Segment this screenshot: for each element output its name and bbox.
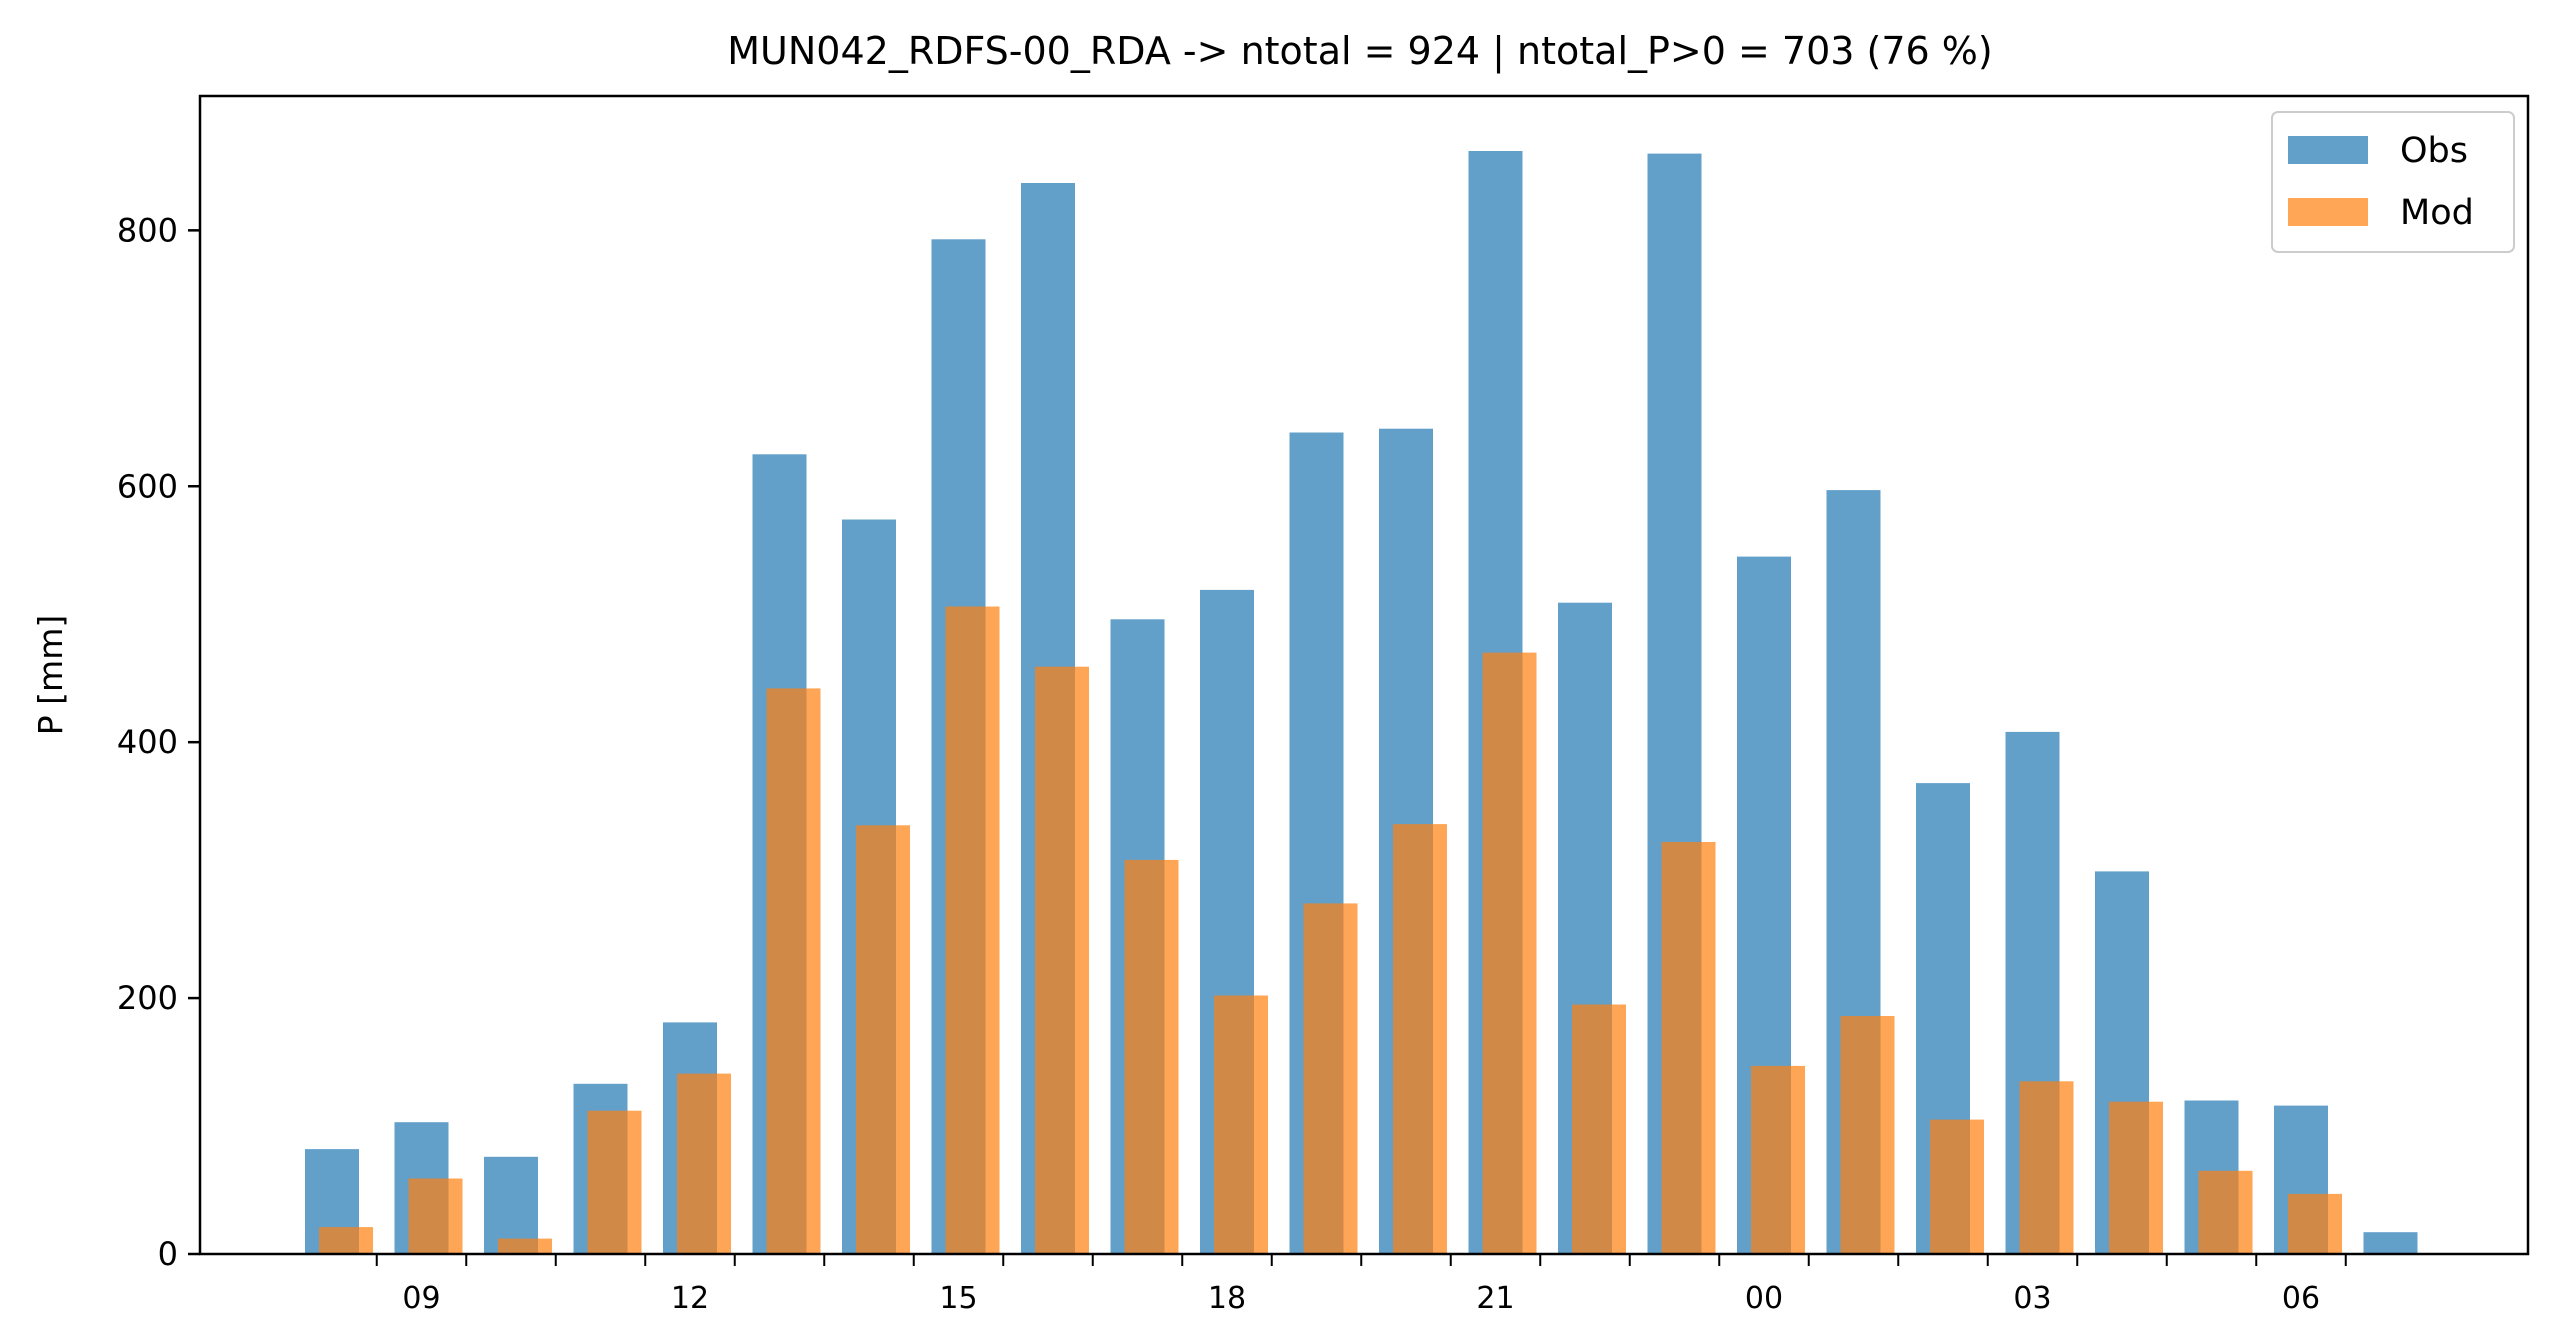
mod-bar: [1124, 859, 1179, 1254]
y-tick-label: 200: [117, 979, 178, 1017]
mod-bar: [1751, 1065, 1805, 1254]
mod-bar: [1482, 652, 1537, 1254]
plot-area-frame: [198, 94, 2530, 1256]
y-axis-label: P [mm]: [31, 615, 70, 735]
mod-bar: [587, 1110, 642, 1254]
obs-bar: [2363, 1232, 2418, 1254]
mod-bar: [1035, 666, 1089, 1254]
obs-series: [305, 151, 2418, 1255]
legend-frame: [2271, 111, 2515, 253]
x-tick-label: 06: [2282, 1281, 2320, 1316]
x-tick-label: 12: [671, 1281, 709, 1316]
y-tick-label: 600: [117, 467, 178, 505]
mod-bar: [2288, 1193, 2342, 1254]
y-axis: 0 200 400 600 800: [117, 211, 200, 1273]
x-tick-label: 03: [2013, 1281, 2051, 1316]
x-tick-label: 18: [1208, 1281, 1246, 1316]
y-tick-label: 400: [117, 723, 178, 761]
mod-bar: [1930, 1119, 1984, 1254]
mod-bar: [677, 1073, 731, 1254]
mod-bar: [2109, 1101, 2163, 1254]
x-tick-label: 21: [1476, 1281, 1514, 1316]
obs-bar: [484, 1156, 538, 1254]
mod-bar: [856, 825, 910, 1254]
mod-bar: [1303, 903, 1358, 1254]
mod-bar: [498, 1238, 552, 1254]
mod-bar: [2198, 1170, 2253, 1254]
mod-bar: [319, 1227, 373, 1254]
mod-bar: [1572, 1004, 1626, 1254]
y-tick-label: 800: [117, 211, 178, 249]
mod-bar: [2019, 1081, 2074, 1254]
legend-swatch: [2288, 136, 2368, 164]
legend-swatch: [2288, 198, 2368, 226]
y-tick-label: 0: [158, 1235, 178, 1273]
legend: Obs Mod: [2271, 111, 2515, 253]
chart-title: MUN042_RDFS-00_RDA -> ntotal = 924 | nto…: [727, 29, 1992, 74]
mod-bar: [766, 688, 821, 1254]
mod-bar: [1661, 842, 1716, 1254]
mod-bar: [1393, 824, 1447, 1254]
x-axis: 09 12 15 18 21 00 03 06: [375, 1254, 2347, 1316]
mod-bar: [408, 1178, 463, 1254]
x-tick-label: 09: [402, 1281, 440, 1316]
x-tick-label: 15: [939, 1281, 977, 1316]
mod-bar: [1840, 1016, 1895, 1254]
mod-series: [319, 606, 2342, 1254]
legend-label: Obs: [2400, 131, 2468, 171]
mod-bar: [1214, 995, 1268, 1254]
mod-bar: [945, 606, 1000, 1254]
legend-label: Mod: [2400, 193, 2474, 233]
x-tick-label: 00: [1745, 1281, 1783, 1316]
